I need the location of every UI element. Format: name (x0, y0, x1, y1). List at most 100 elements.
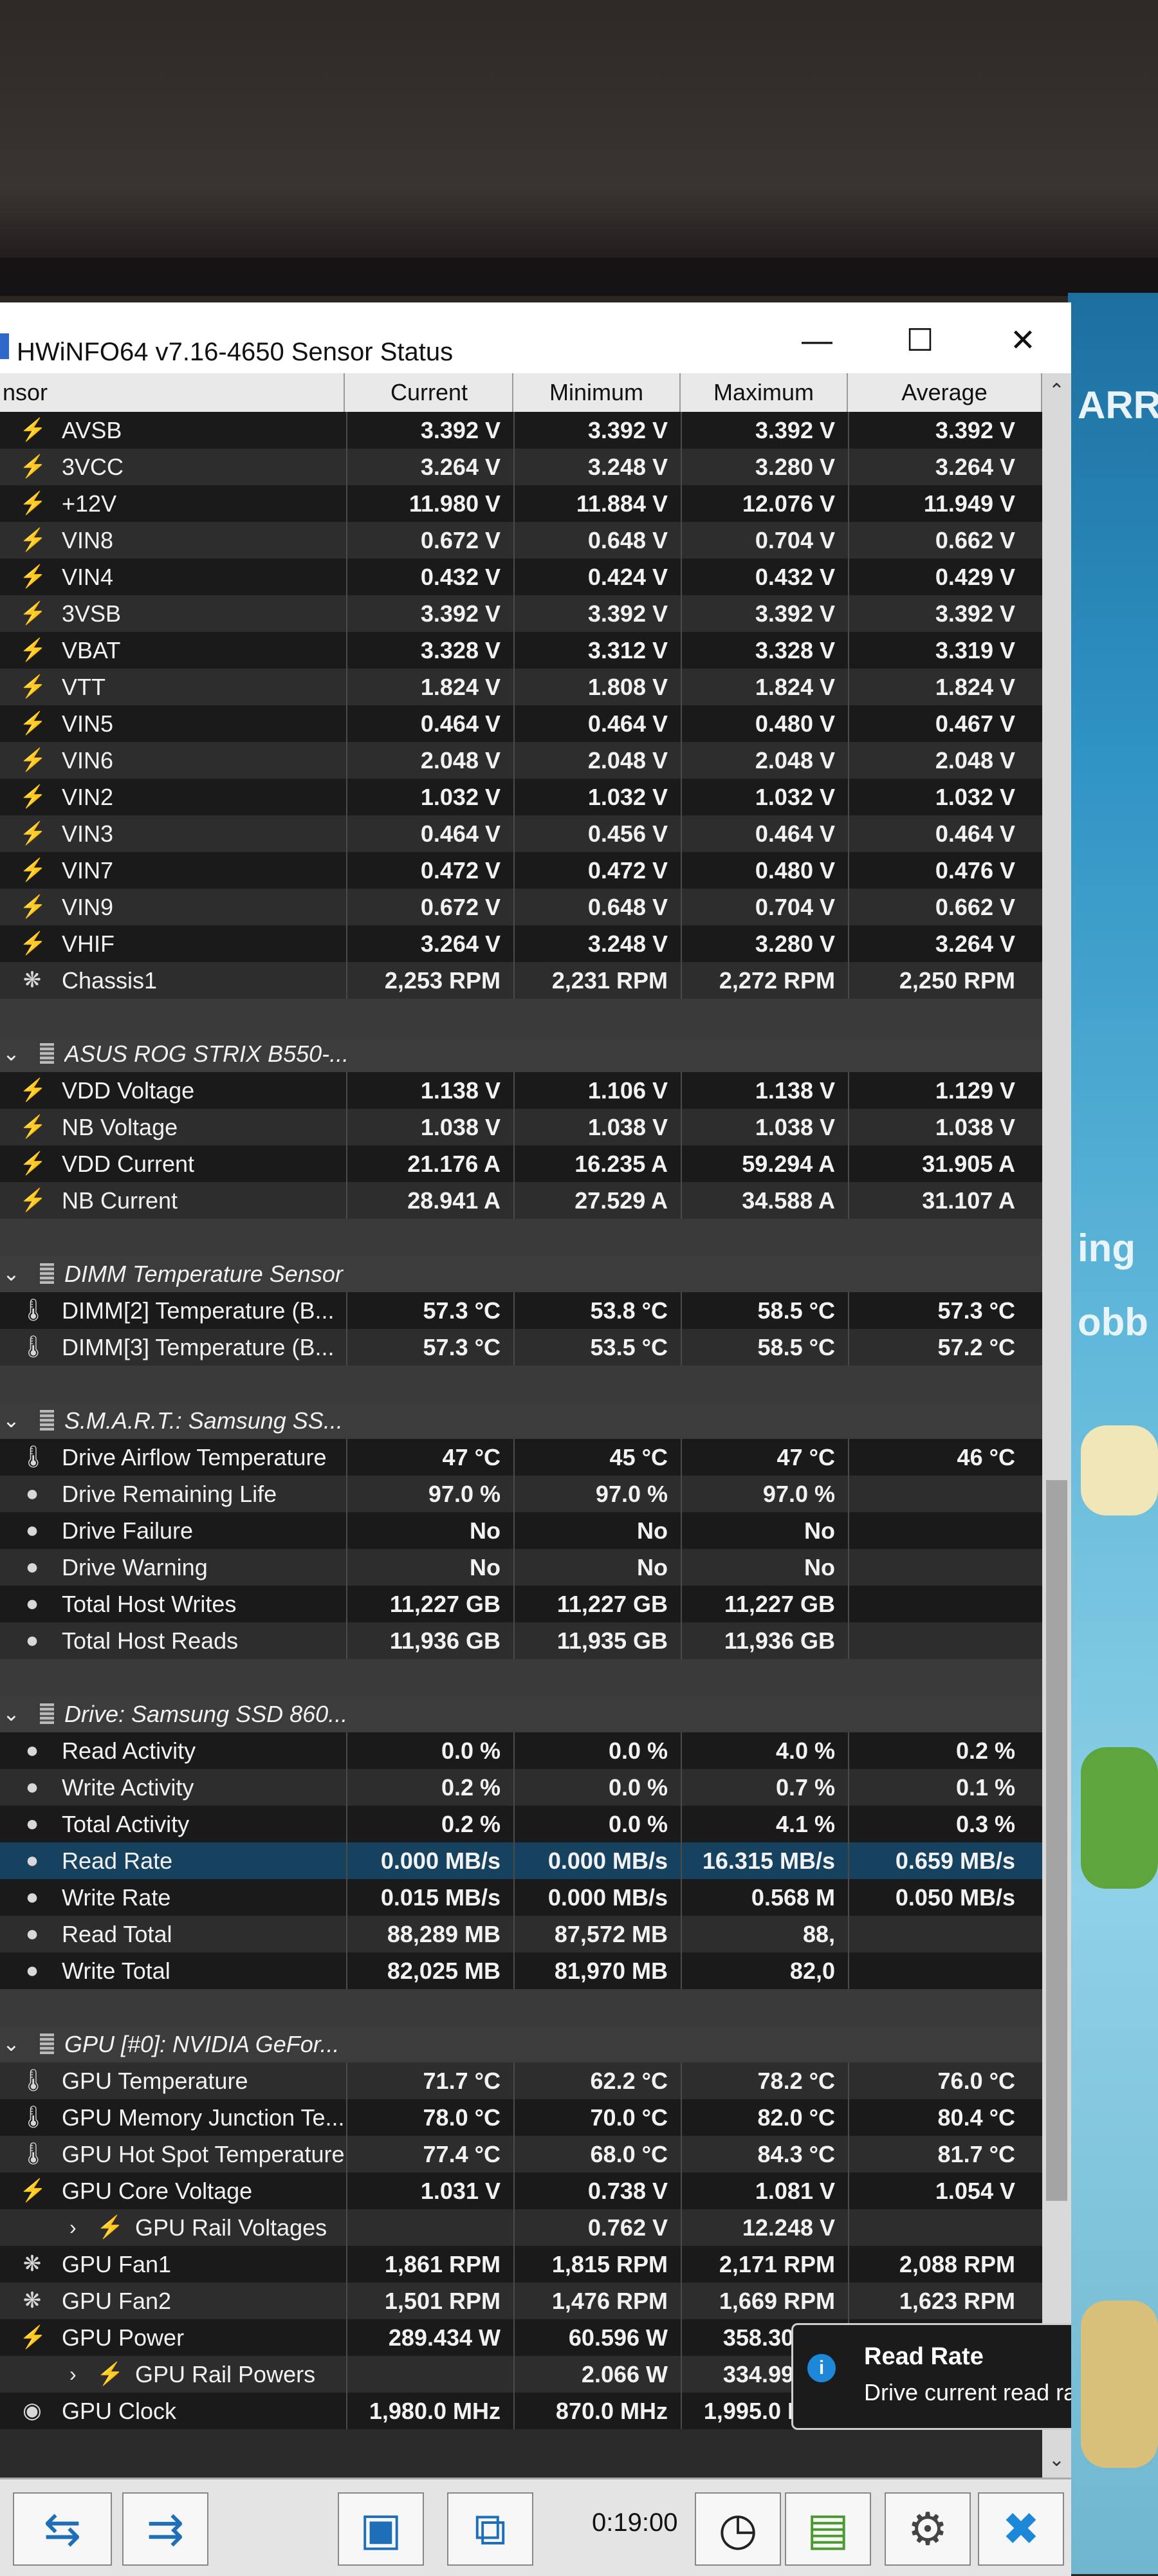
sensor-row[interactable]: ● Read Total 88,289 MB 87,572 MB 88, (0, 1916, 1042, 1952)
sensor-row[interactable]: ⚡ NB Current 28.941 A 27.529 A 34.588 A 31.10… (0, 1182, 1042, 1219)
report-icon[interactable]: ▣ (338, 2492, 424, 2566)
sensor-row[interactable]: ⚡ VIN8 0.672 V 0.648 V 0.704 V 0.662 V (0, 522, 1042, 559)
sensor-row[interactable]: ⚡ NB Voltage 1.038 V 1.038 V 1.038 V 1.038 V (0, 1109, 1042, 1145)
close-x-icon[interactable]: ✖ (978, 2492, 1064, 2566)
title-bar[interactable]: HWiNFO64 v7.16-4650 Sensor Status — ☐ ✕ (0, 302, 1071, 373)
thermometer-icon: 🌡 (19, 2142, 45, 2166)
sensor-group-header[interactable]: ⌄ GPU [#0]: NVIDIA GeFor... (0, 2026, 1042, 2062)
chevron-right-icon[interactable]: › (69, 2362, 77, 2386)
column-header-current[interactable]: Current (346, 373, 513, 412)
sensor-row[interactable]: 🌡 DIMM[2] Temperature (B... 57.3 °C 53.8 °C… (0, 1292, 1042, 1329)
sensor-row[interactable]: ❋ Chassis1 2,253 RPM 2,231 RPM 2,272 RPM 2,25… (0, 962, 1042, 999)
chevron-right-icon[interactable]: › (69, 2216, 77, 2239)
sensor-row[interactable]: ● Drive Remaining Life 97.0 % 97.0 % 97.0 % (0, 1476, 1042, 1512)
sensor-row[interactable]: 🌡 GPU Hot Spot Temperature 77.4 °C 68.0 °C 8… (0, 2136, 1042, 2173)
sensor-row[interactable]: ⚡ VDD Voltage 1.138 V 1.106 V 1.138 V 1.129 V (0, 1072, 1042, 1109)
sensor-group-header[interactable]: ⌄ S.M.A.R.T.: Samsung SS... (0, 1402, 1042, 1439)
sensor-group-header[interactable]: ⌄ Drive: Samsung SSD 860... (0, 1696, 1042, 1732)
value-average (849, 1916, 1029, 1952)
sensor-group-header[interactable]: ⌄ DIMM Temperature Sensor (0, 1256, 1042, 1292)
sensor-row[interactable]: 🌡 GPU Temperature 71.7 °C 62.2 °C 78.2 °C 76.… (0, 2062, 1042, 2099)
chevron-down-icon[interactable]: ⌄ (3, 1262, 20, 1285)
sensor-label: GPU Fan2 (62, 2288, 172, 2314)
value-current: 88,289 MB (387, 1921, 501, 1947)
column-divider (513, 1842, 515, 1879)
chevron-down-icon[interactable]: ⌄ (3, 1702, 20, 1725)
sensor-row[interactable]: ⚡ VBAT 3.328 V 3.312 V 3.328 V 3.319 V (0, 632, 1042, 669)
sensor-row[interactable]: ● Drive Warning No No No (0, 1549, 1042, 1586)
clock-icon[interactable]: ◷ (695, 2492, 781, 2566)
scroll-down-icon[interactable]: ⌄ (1048, 2449, 1065, 2470)
bolt-icon: ⚡ (19, 894, 45, 919)
collapse-icon[interactable]: ⇉ (122, 2492, 208, 2566)
column-divider (513, 1879, 515, 1916)
network-icon[interactable]: ⧉ (447, 2492, 533, 2566)
bolt-icon: ⚡ (19, 454, 45, 479)
sensor-row[interactable]: ⚡ VIN3 0.464 V 0.456 V 0.464 V 0.464 V (0, 815, 1042, 852)
sensor-row[interactable]: ● Total Host Reads 11,936 GB 11,935 GB 11,93… (0, 1622, 1042, 1659)
column-header-sensor[interactable]: nsor (0, 373, 345, 412)
sensor-row[interactable]: ⚡ 3VCC 3.264 V 3.248 V 3.280 V 3.264 V (0, 449, 1042, 485)
sensor-label: VIN3 (62, 820, 114, 847)
value-current: 1,980.0 MHz (369, 2398, 501, 2424)
value-maximum: 97.0 % (762, 1481, 835, 1507)
value-current: 82,025 MB (387, 1958, 501, 1984)
sensor-row[interactable]: ⚡ VHIF 3.264 V 3.248 V 3.280 V 3.264 V (0, 925, 1042, 962)
thermometer-icon: 🌡 (19, 1298, 45, 1322)
sensor-row[interactable]: ⚡ VIN7 0.472 V 0.472 V 0.480 V 0.476 V (0, 852, 1042, 889)
background-text: ing (1078, 1227, 1135, 1270)
sensor-row[interactable]: ● Write Total 82,025 MB 81,970 MB 82,0 (0, 1952, 1042, 1989)
sensor-status-window: HWiNFO64 v7.16-4650 Sensor Status — ☐ ✕ … (0, 302, 1071, 2576)
sensor-row[interactable]: ⚡ AVSB 3.392 V 3.392 V 3.392 V 3.392 V (0, 412, 1042, 449)
chevron-down-icon[interactable]: ⌄ (3, 2032, 20, 2055)
sensor-row[interactable]: ⚡ GPU Core Voltage 1.031 V 0.738 V 1.081 V 1.… (0, 2173, 1042, 2209)
sensor-row[interactable]: ⚡ VIN5 0.464 V 0.464 V 0.480 V 0.467 V (0, 705, 1042, 742)
sensor-row[interactable]: ❋ GPU Fan2 1,501 RPM 1,476 RPM 1,669 RPM 1,62… (0, 2283, 1042, 2319)
sensor-row[interactable]: ⚡ VIN2 1.032 V 1.032 V 1.032 V 1.032 V (0, 779, 1042, 815)
sensor-row[interactable]: 🌡 GPU Memory Junction Te... 78.0 °C 70.0 °C… (0, 2099, 1042, 2136)
column-divider (346, 1879, 347, 1916)
sensor-row[interactable]: ● Read Rate 0.000 MB/s 0.000 MB/s 16.315 MB/… (0, 1842, 1042, 1879)
value-average: 31.905 A (922, 1151, 1015, 1177)
scroll-up-icon[interactable]: ⌃ (1048, 380, 1065, 402)
sensor-row[interactable]: ⚡ 3VSB 3.392 V 3.392 V 3.392 V 3.392 V (0, 595, 1042, 632)
sensor-row[interactable]: ● Read Activity 0.0 % 0.0 % 4.0 % 0.2 % (0, 1732, 1042, 1769)
sensor-row[interactable]: ● Drive Failure No No No (0, 1512, 1042, 1549)
close-button[interactable]: ✕ (1009, 324, 1036, 358)
sensor-row[interactable]: ● Total Host Writes 11,227 GB 11,227 GB 11,2… (0, 1586, 1042, 1622)
switch-layout-icon[interactable]: ⇆ (13, 2492, 112, 2566)
sensor-label: AVSB (62, 417, 122, 443)
sensor-row[interactable]: ⚡ VIN9 0.672 V 0.648 V 0.704 V 0.662 V (0, 889, 1042, 925)
log-file-icon[interactable]: ▤ (785, 2492, 871, 2566)
sensor-row[interactable]: ● Write Rate 0.015 MB/s 0.000 MB/s 0.568 M 0.… (0, 1879, 1042, 1916)
vertical-scrollbar[interactable]: ⌃ ⌄ (1042, 373, 1071, 2478)
column-header-average[interactable]: Average (848, 373, 1042, 412)
sensor-row[interactable]: ⚡ VTT 1.824 V 1.808 V 1.824 V 1.824 V (0, 669, 1042, 705)
column-divider (346, 559, 347, 595)
sensor-subgroup-row[interactable]: › ⚡ GPU Rail Voltages 0.762 V 12.248 V (0, 2209, 1042, 2246)
column-header-maximum[interactable]: Maximum (681, 373, 848, 412)
scroll-thumb[interactable] (1046, 1480, 1067, 2201)
sensor-row[interactable]: ⚡ +12V 11.980 V 11.884 V 12.076 V 11.949 V (0, 485, 1042, 522)
sensor-row[interactable]: ⚡ VIN4 0.432 V 0.424 V 0.432 V 0.429 V (0, 559, 1042, 595)
column-header-minimum[interactable]: Minimum (513, 373, 681, 412)
sensor-row[interactable]: ● Write Activity 0.2 % 0.0 % 0.7 % 0.1 % (0, 1769, 1042, 1806)
sensor-row[interactable]: 🌡 Drive Airflow Temperature 47 °C 45 °C 47 °… (0, 1439, 1042, 1476)
minimize-button[interactable]: — (802, 324, 832, 358)
value-minimum: 2.066 W (581, 2361, 668, 2387)
column-divider (848, 1439, 849, 1476)
sensor-group-header[interactable]: ⌄ ASUS ROG STRIX B550-... (0, 1035, 1042, 1072)
sensor-row[interactable]: ● Total Activity 0.2 % 0.0 % 4.1 % 0.3 % (0, 1806, 1042, 1842)
group-label: GPU [#0]: NVIDIA GeFor... (64, 2031, 340, 2057)
sensor-row[interactable]: ❋ GPU Fan1 1,861 RPM 1,815 RPM 2,171 RPM 2,08… (0, 2246, 1042, 2283)
disk-icon: ● (25, 1628, 39, 1653)
maximize-button[interactable]: ☐ (906, 324, 934, 358)
chevron-down-icon[interactable]: ⌄ (3, 1042, 20, 1065)
value-maximum: 58.5 °C (757, 1334, 835, 1360)
chevron-down-icon[interactable]: ⌄ (3, 1409, 20, 1432)
sensor-row[interactable]: ⚡ VIN6 2.048 V 2.048 V 2.048 V 2.048 V (0, 742, 1042, 779)
settings-gear-icon[interactable]: ⚙ (885, 2492, 971, 2566)
sensor-row[interactable]: 🌡 DIMM[3] Temperature (B... 57.3 °C 53.5 °C… (0, 1329, 1042, 1366)
sensor-row[interactable]: ⚡ VDD Current 21.176 A 16.235 A 59.294 A 31.9… (0, 1145, 1042, 1182)
value-maximum: 0.7 % (775, 1774, 835, 1801)
